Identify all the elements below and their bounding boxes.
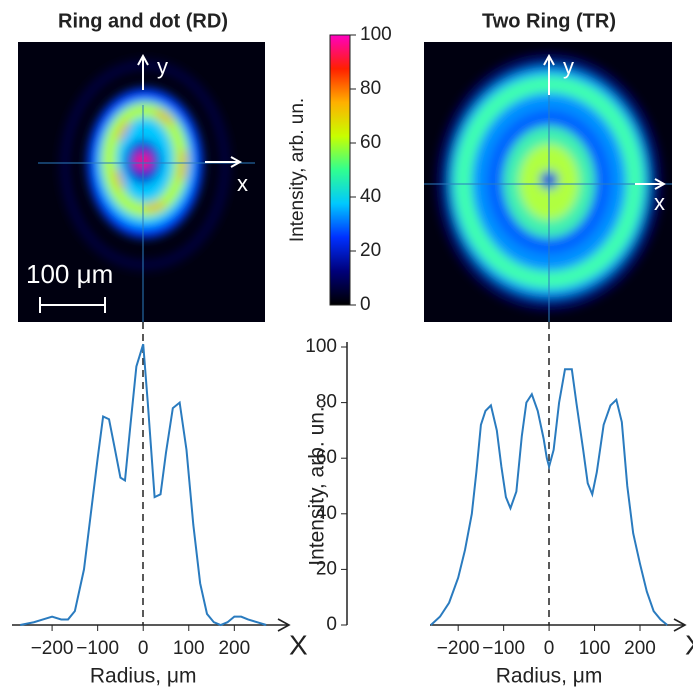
x-axis-label: Radius, μm (496, 665, 603, 688)
y-axis-label: Intensity, arb. un. (306, 406, 329, 566)
axis-x: x (237, 171, 248, 196)
x-tick-label: 100 (579, 638, 611, 659)
x-tick-label: −100 (76, 638, 119, 659)
title: Ring and dot (RD) (58, 10, 228, 32)
x-tick-label: −100 (482, 638, 525, 659)
tr-image (424, 42, 672, 322)
colorbar (329, 34, 351, 306)
tick-label: 20 (360, 240, 381, 261)
axis-y: y (563, 54, 574, 79)
colorbar-label: Intensity, arb. un. (287, 98, 308, 242)
tick-label: 60 (360, 132, 381, 153)
x-tick-label: 200 (624, 638, 656, 659)
y-tick-label: 60 (316, 447, 337, 468)
y-tick-label: 20 (316, 558, 337, 579)
y-tick-label: 0 (326, 614, 337, 635)
line (20, 343, 267, 627)
x-tick-label: 0 (544, 638, 555, 659)
title: Two Ring (TR) (482, 10, 616, 32)
y-tick-label: 40 (316, 503, 337, 524)
axis-x: x (654, 190, 665, 215)
axis-y: y (157, 54, 168, 79)
x-tick-label: 0 (138, 638, 149, 659)
rd-image (18, 42, 265, 322)
tick-label: 40 (360, 186, 381, 207)
x-tick-label: −200 (437, 638, 480, 659)
tick-label: 80 (360, 78, 381, 99)
line (430, 368, 668, 626)
tick-label: 100 (360, 24, 392, 45)
tick-label: 0 (360, 294, 371, 315)
x-tick-label: −200 (31, 638, 74, 659)
axis-arrow-label: X (685, 629, 693, 660)
scale-label: 100 μm (26, 259, 113, 289)
axis-arrow-label: X (289, 629, 308, 660)
y-tick-label: 80 (316, 392, 337, 413)
x-axis-label: Radius, μm (90, 665, 197, 688)
y-tick-label: 100 (305, 336, 337, 357)
x-tick-label: 200 (218, 638, 250, 659)
x-tick-label: 100 (173, 638, 205, 659)
